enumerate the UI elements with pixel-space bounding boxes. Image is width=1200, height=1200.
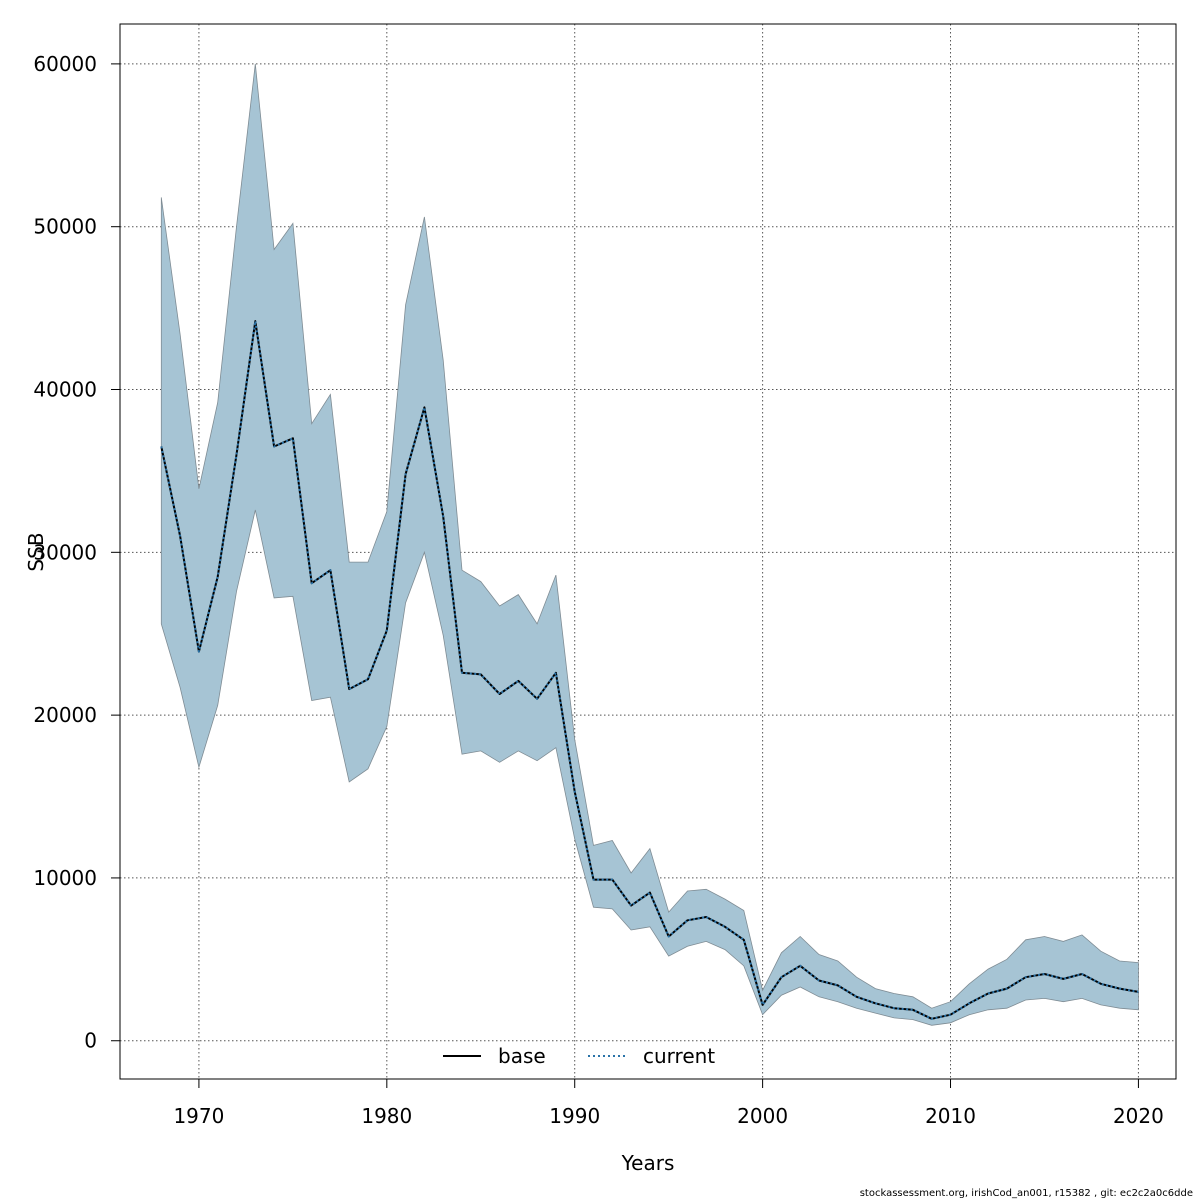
x-tick-label: 2000 (737, 1104, 788, 1128)
series-line-base (160, 320, 1139, 1020)
footer-credit: stockassessment.org, irishCod_an001, r15… (860, 1188, 1193, 1199)
x-tick-label: 1970 (173, 1104, 224, 1128)
y-tick-label: 50000 (33, 215, 97, 239)
x-tick-label: 2010 (925, 1104, 976, 1128)
y-axis: 0 10000 20000 30000 40000 50000 60000 (33, 52, 120, 1053)
confidence-band-layer (160, 63, 1139, 1026)
y-tick-label: 60000 (33, 52, 97, 76)
plot-frame (119, 23, 1177, 1080)
series-layer (160, 320, 1139, 1020)
x-axis-title: Years (621, 1151, 675, 1175)
y-tick-label: 20000 (33, 703, 97, 727)
legend-label-current: current (643, 1044, 715, 1068)
x-tick-label: 2020 (1113, 1104, 1164, 1128)
y-tick-label: 40000 (33, 378, 97, 402)
x-tick-label: 1990 (549, 1104, 600, 1128)
y-tick-label: 0 (84, 1029, 97, 1053)
y-tick-label: 30000 (33, 540, 97, 564)
x-tick-label: 1980 (361, 1104, 412, 1128)
y-axis-title: SSB (24, 532, 48, 571)
y-tick-label: 10000 (33, 866, 97, 890)
x-axis: 1970 1980 1990 2000 2010 2020 (173, 1079, 1164, 1128)
legend-label-base: base (498, 1044, 546, 1068)
confidence-band (160, 63, 1139, 1026)
legend: base current (443, 1044, 715, 1068)
